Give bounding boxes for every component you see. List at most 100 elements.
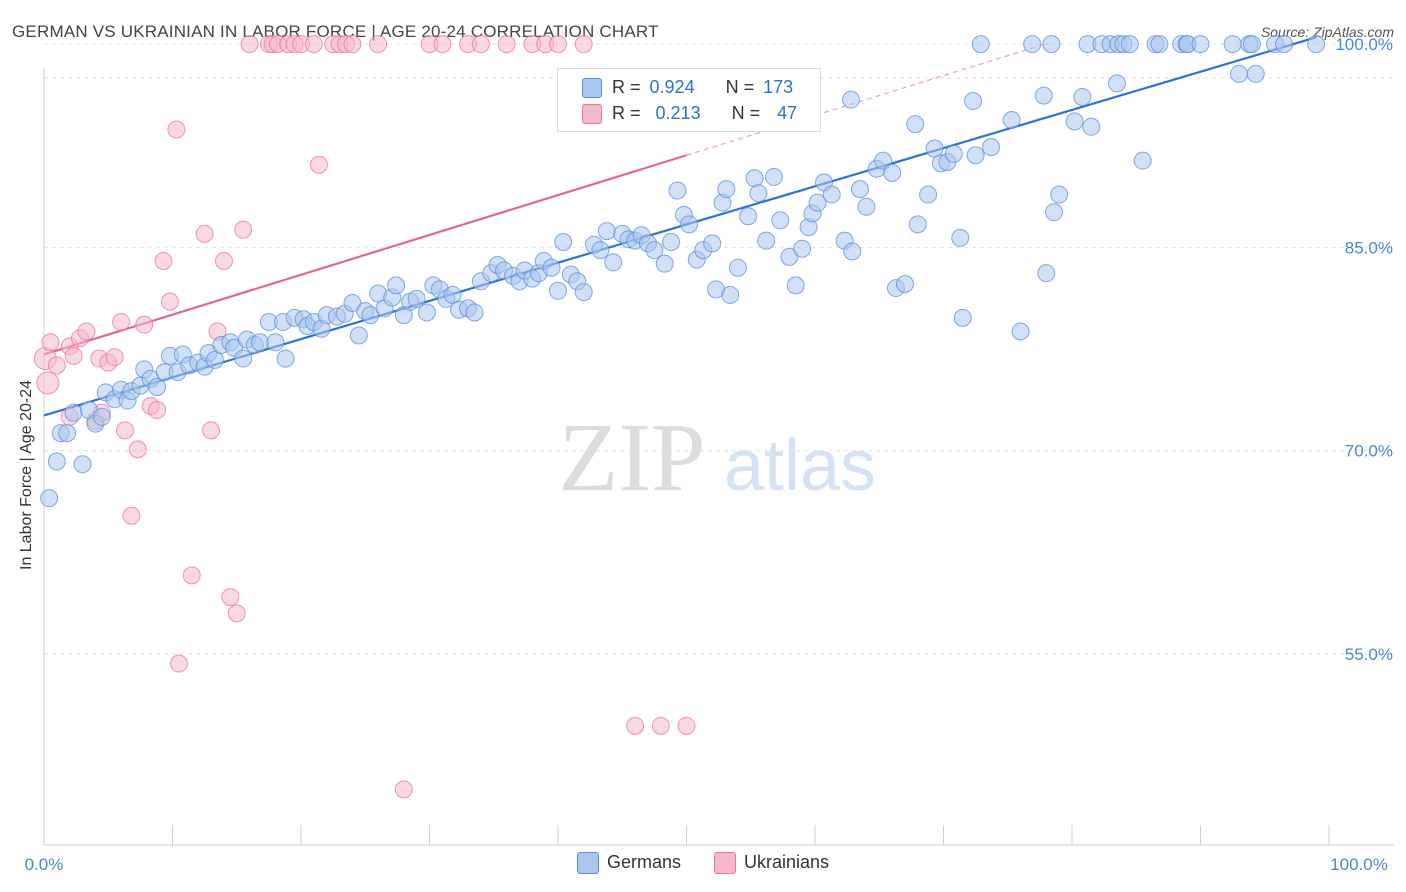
german-point xyxy=(717,180,736,199)
ukrainian-point xyxy=(369,35,388,54)
german-point xyxy=(786,276,805,295)
german-point xyxy=(680,215,699,234)
y-axis-label: In Labor Force | Age 20-24 xyxy=(18,379,35,570)
ukrainian-point xyxy=(394,780,413,799)
german-point xyxy=(58,424,77,443)
german-point xyxy=(1242,35,1261,54)
ukrainian-point xyxy=(626,716,645,735)
german-point xyxy=(597,222,616,241)
y-tick-label: 100.0% xyxy=(1335,35,1393,54)
german-point xyxy=(745,169,764,188)
watermark-atlas: atlas xyxy=(724,426,876,506)
german-point xyxy=(591,241,610,260)
german-point xyxy=(1037,264,1056,283)
german-point xyxy=(764,167,783,186)
data-points xyxy=(33,35,1326,799)
german-point xyxy=(808,193,827,212)
german-point xyxy=(40,489,59,508)
stats-row-germans: R = 0.924 N = 173 xyxy=(582,77,794,99)
german-point xyxy=(721,285,740,304)
german-point xyxy=(205,350,224,369)
german-point xyxy=(757,231,776,250)
german-point xyxy=(47,452,66,471)
y-tick-label: 70.0% xyxy=(1345,442,1393,461)
german-point xyxy=(1107,74,1126,93)
german-point xyxy=(895,275,914,294)
german-point xyxy=(417,303,436,322)
ukrainian-point xyxy=(574,35,593,54)
ukrainian-point xyxy=(549,35,567,54)
ukrainians-n-value: 47 xyxy=(777,103,798,123)
ukrainian-point xyxy=(214,251,233,270)
german-point xyxy=(407,289,426,308)
legend-item-germans[interactable]: Germans xyxy=(576,852,681,875)
ukrainian-point xyxy=(221,588,240,607)
german-point xyxy=(1133,151,1152,170)
german-point xyxy=(655,254,674,273)
german-point xyxy=(662,232,681,251)
y-tick-label: 55.0% xyxy=(1345,645,1393,664)
chart-title: GERMAN VS UKRAINIAN IN LABOR FORCE | AGE… xyxy=(12,22,659,41)
ukrainian-point xyxy=(343,35,362,54)
ukrainian-point xyxy=(497,35,516,54)
german-point xyxy=(841,90,860,109)
legend-label-germans: Germans xyxy=(606,852,681,872)
ukrainian-point xyxy=(160,292,179,311)
german-point xyxy=(1073,87,1092,106)
german-point xyxy=(1191,35,1210,54)
ukrainian-point xyxy=(304,35,323,54)
ukrainian-point xyxy=(115,421,134,440)
german-point xyxy=(465,303,484,322)
german-point xyxy=(73,455,92,474)
legend-item-ukrainians[interactable]: Ukrainians xyxy=(714,852,829,875)
german-point xyxy=(1042,35,1061,54)
source-label: Source: ZipAtlas.com xyxy=(1260,24,1394,40)
german-point xyxy=(266,333,285,352)
german-point xyxy=(276,349,295,368)
german-point xyxy=(966,146,985,165)
germans-swatch xyxy=(582,78,602,99)
tick-labels: 55.0% 70.0% 85.0% 100.0% 0.0% 100.0% xyxy=(25,35,1393,874)
german-point xyxy=(771,211,790,230)
german-point xyxy=(1246,64,1265,83)
ukrainian-point xyxy=(122,506,141,525)
german-point xyxy=(739,207,758,226)
german-point xyxy=(850,180,869,199)
german-point xyxy=(953,308,972,327)
german-point xyxy=(554,232,573,251)
german-point xyxy=(749,184,768,203)
ukrainian-point xyxy=(677,716,696,735)
germans-n-value: 173 xyxy=(763,77,794,97)
german-point xyxy=(443,285,462,304)
ukrainian-point xyxy=(77,322,96,341)
german-point xyxy=(549,281,567,300)
legend-swatch-ukrainians xyxy=(714,852,736,875)
german-point xyxy=(857,197,876,216)
ukrainian-point xyxy=(47,356,66,375)
german-point xyxy=(1120,35,1139,54)
germans-r-value: 0.924 xyxy=(649,77,695,97)
german-point xyxy=(542,258,561,277)
x-tick-label-min: 0.0% xyxy=(25,855,64,874)
german-point xyxy=(964,92,983,111)
ukrainian-point xyxy=(154,251,173,270)
german-point xyxy=(925,139,944,158)
german-point xyxy=(908,215,927,234)
german-point xyxy=(793,239,812,258)
ukrainian-point xyxy=(202,421,221,440)
german-point xyxy=(1023,35,1042,54)
german-point xyxy=(343,293,362,312)
stats-row-ukrainians: R = 0.213 N = 47 xyxy=(582,103,798,125)
german-point xyxy=(1082,117,1101,136)
german-point xyxy=(703,234,722,253)
german-point xyxy=(148,378,167,397)
german-point xyxy=(1150,35,1169,54)
german-point xyxy=(780,247,799,266)
ukrainian-point xyxy=(112,312,131,331)
ukrainian-point xyxy=(167,120,186,139)
german-point xyxy=(843,242,862,261)
german-point xyxy=(982,138,1001,157)
german-point xyxy=(387,276,406,295)
ukrainian-point xyxy=(64,346,83,365)
